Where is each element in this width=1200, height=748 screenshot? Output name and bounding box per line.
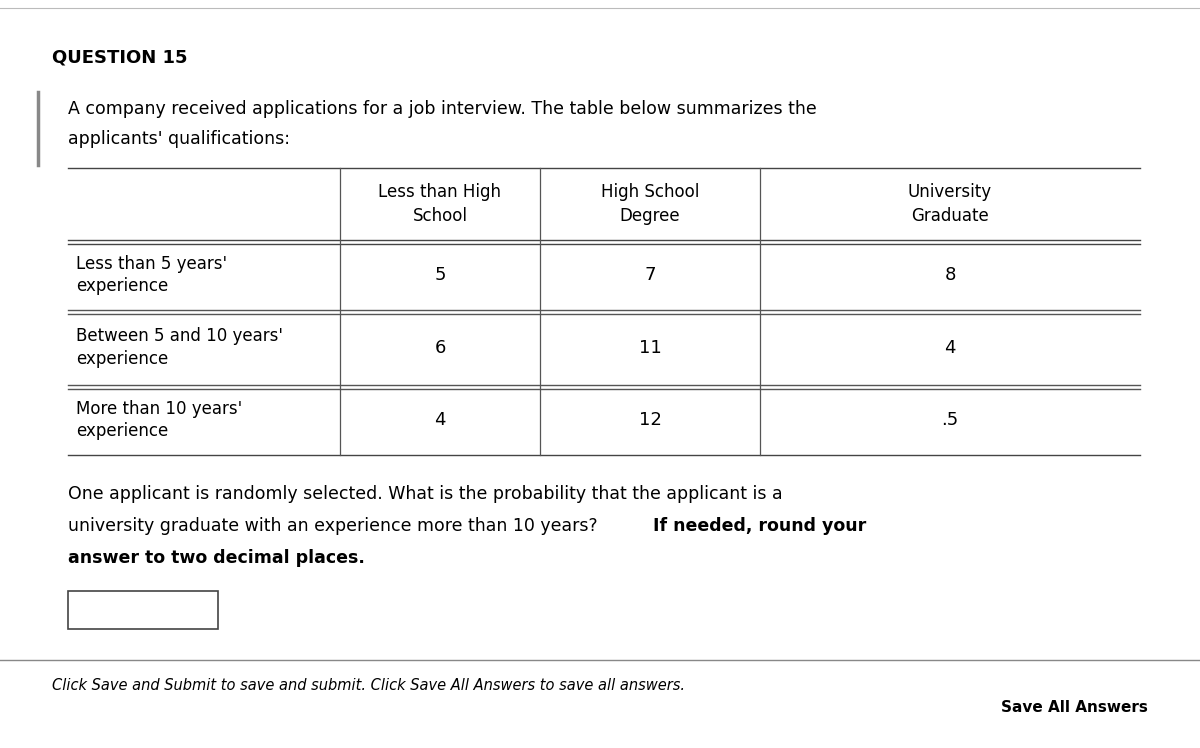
Text: University
Graduate: University Graduate	[908, 183, 992, 225]
Text: Click Save and Submit to save and submit. Click Save All Answers to save all ans: Click Save and Submit to save and submit…	[52, 678, 685, 693]
Text: High School
Degree: High School Degree	[601, 183, 700, 225]
Text: QUESTION 15: QUESTION 15	[52, 48, 187, 66]
Text: applicants' qualifications:: applicants' qualifications:	[68, 130, 290, 148]
Text: Between 5 and 10 years'
experience: Between 5 and 10 years' experience	[76, 327, 283, 368]
Text: 4: 4	[434, 411, 445, 429]
Text: A company received applications for a job interview. The table below summarizes : A company received applications for a jo…	[68, 100, 817, 118]
Text: 4: 4	[944, 339, 955, 357]
Text: If needed, round your: If needed, round your	[653, 517, 866, 535]
Text: university graduate with an experience more than 10 years?: university graduate with an experience m…	[68, 517, 604, 535]
Text: Less than 5 years'
experience: Less than 5 years' experience	[76, 254, 227, 295]
Text: Save All Answers: Save All Answers	[1001, 700, 1148, 715]
Text: More than 10 years'
experience: More than 10 years' experience	[76, 399, 242, 441]
Text: Less than High
School: Less than High School	[378, 183, 502, 225]
Text: One applicant is randomly selected. What is the probability that the applicant i: One applicant is randomly selected. What…	[68, 485, 782, 503]
Text: 12: 12	[638, 411, 661, 429]
Text: 8: 8	[944, 266, 955, 284]
Text: 11: 11	[638, 339, 661, 357]
Text: 7: 7	[644, 266, 655, 284]
Text: answer to two decimal places.: answer to two decimal places.	[68, 549, 365, 567]
Text: 5: 5	[434, 266, 445, 284]
Bar	[68, 591, 218, 629]
Text: .5: .5	[941, 411, 959, 429]
Text: 6: 6	[434, 339, 445, 357]
